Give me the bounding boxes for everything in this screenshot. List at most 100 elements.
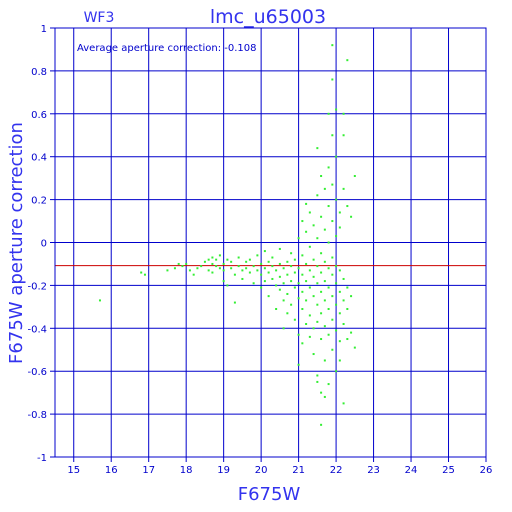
data-point bbox=[308, 269, 311, 272]
data-point bbox=[207, 269, 210, 272]
data-point bbox=[316, 282, 319, 285]
data-point bbox=[211, 256, 214, 259]
data-point bbox=[188, 269, 191, 272]
data-point bbox=[248, 271, 251, 274]
data-point bbox=[308, 314, 311, 317]
data-point bbox=[331, 273, 334, 276]
data-point bbox=[222, 280, 225, 283]
data-point bbox=[331, 44, 334, 47]
data-point bbox=[350, 215, 353, 218]
data-point bbox=[335, 303, 338, 306]
data-point bbox=[290, 265, 293, 268]
data-point bbox=[252, 282, 255, 285]
data-point bbox=[282, 282, 285, 285]
y-tick-label: 0.2 bbox=[31, 196, 47, 207]
data-point bbox=[293, 318, 296, 321]
data-point bbox=[353, 175, 356, 178]
data-point bbox=[308, 286, 311, 289]
data-point bbox=[335, 265, 338, 268]
data-point bbox=[196, 267, 199, 270]
data-point bbox=[323, 395, 326, 398]
x-tick-label: 22 bbox=[330, 465, 343, 476]
data-point bbox=[297, 237, 300, 240]
data-point bbox=[323, 280, 326, 283]
x-tick-label: 24 bbox=[405, 465, 418, 476]
data-point bbox=[350, 295, 353, 298]
data-point bbox=[297, 267, 300, 270]
data-point bbox=[200, 265, 203, 268]
data-point bbox=[320, 271, 323, 274]
data-point bbox=[260, 273, 263, 276]
data-point bbox=[275, 284, 278, 287]
data-point bbox=[218, 267, 221, 270]
data-point bbox=[245, 267, 248, 270]
data-point bbox=[233, 273, 236, 276]
data-point bbox=[263, 280, 266, 283]
data-point bbox=[327, 241, 330, 244]
data-point bbox=[316, 147, 319, 150]
data-point bbox=[267, 260, 270, 263]
data-point bbox=[252, 265, 255, 268]
data-point bbox=[350, 331, 353, 334]
data-point bbox=[335, 329, 338, 332]
data-point bbox=[342, 323, 345, 326]
y-axis-ticks: -1 -0.8 -0.6 -0.4 -0.2 0 0.2 0.4 0.6 0.8 1 bbox=[27, 24, 55, 464]
data-point bbox=[316, 237, 319, 240]
data-point bbox=[237, 265, 240, 268]
data-point bbox=[320, 175, 323, 178]
x-tick-label: 25 bbox=[442, 465, 455, 476]
chart-title: lmc_u65003 bbox=[210, 6, 326, 28]
data-point bbox=[215, 258, 218, 261]
data-point bbox=[267, 295, 270, 298]
data-point bbox=[312, 327, 315, 330]
x-axis-ticks: 15 16 17 18 19 20 21 22 23 24 25 26 bbox=[67, 457, 492, 476]
data-point bbox=[226, 258, 229, 261]
data-point bbox=[260, 286, 263, 289]
data-point bbox=[331, 318, 334, 321]
data-point bbox=[301, 254, 304, 257]
data-point bbox=[271, 256, 274, 259]
data-point bbox=[301, 273, 304, 276]
data-point bbox=[338, 226, 341, 229]
data-point bbox=[207, 258, 210, 261]
data-point bbox=[140, 271, 143, 274]
data-point bbox=[305, 280, 308, 283]
data-point bbox=[320, 290, 323, 293]
data-point bbox=[323, 359, 326, 362]
data-point bbox=[323, 260, 326, 263]
data-point bbox=[241, 269, 244, 272]
data-point bbox=[342, 187, 345, 190]
data-point bbox=[222, 262, 225, 265]
x-tick-label: 20 bbox=[255, 465, 268, 476]
data-point bbox=[308, 211, 311, 214]
y-axis-label: F675W aperture correction bbox=[6, 122, 27, 364]
data-point bbox=[338, 340, 341, 343]
x-tick-label: 19 bbox=[217, 465, 230, 476]
data-point bbox=[301, 290, 304, 293]
data-point bbox=[278, 262, 281, 265]
data-point bbox=[275, 269, 278, 272]
x-tick-label: 23 bbox=[367, 465, 380, 476]
data-point bbox=[312, 258, 315, 261]
data-point bbox=[297, 282, 300, 285]
data-point bbox=[286, 273, 289, 276]
data-point bbox=[327, 166, 330, 169]
data-point bbox=[293, 271, 296, 274]
y-tick-label: -0.2 bbox=[27, 281, 47, 292]
data-point bbox=[342, 402, 345, 405]
data-point bbox=[342, 277, 345, 280]
data-point bbox=[312, 295, 315, 298]
data-point bbox=[211, 262, 214, 265]
data-point bbox=[308, 335, 311, 338]
data-point bbox=[316, 303, 319, 306]
x-tick-label: 18 bbox=[180, 465, 193, 476]
data-point bbox=[203, 260, 206, 263]
y-tick-label: -1 bbox=[37, 453, 47, 464]
data-point bbox=[320, 312, 323, 315]
data-point bbox=[192, 273, 195, 276]
data-point bbox=[323, 299, 326, 302]
data-point bbox=[230, 267, 233, 270]
data-point bbox=[177, 262, 180, 265]
average-annotation: Average aperture correction: -0.108 bbox=[77, 43, 257, 54]
